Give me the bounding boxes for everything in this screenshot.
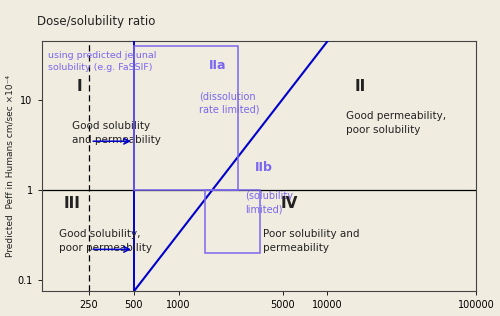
Text: IV: IV — [280, 197, 298, 211]
Text: Good solubility
and permeability: Good solubility and permeability — [72, 121, 161, 145]
Text: (dissolution
rate limited): (dissolution rate limited) — [199, 91, 260, 115]
Text: Poor solubility and
permeability: Poor solubility and permeability — [263, 229, 360, 253]
Text: III: III — [64, 197, 80, 211]
Text: IIa: IIa — [209, 59, 226, 72]
Y-axis label: Predicted  Peff in Humans cm/sec ×10⁻⁴: Predicted Peff in Humans cm/sec ×10⁻⁴ — [6, 76, 15, 258]
Text: I: I — [76, 79, 82, 94]
Text: Dose/solubility ratio: Dose/solubility ratio — [38, 15, 156, 28]
Text: IIb: IIb — [254, 161, 272, 174]
Text: (solubility
limited): (solubility limited) — [245, 191, 293, 215]
Text: Good permeability,
poor solubility: Good permeability, poor solubility — [346, 112, 446, 136]
Text: Good solubility,
poor permeability: Good solubility, poor permeability — [59, 229, 152, 253]
Text: II: II — [354, 79, 366, 94]
Text: using predicted jejunal
solubility (e.g. FaSSIF): using predicted jejunal solubility (e.g.… — [48, 52, 156, 72]
